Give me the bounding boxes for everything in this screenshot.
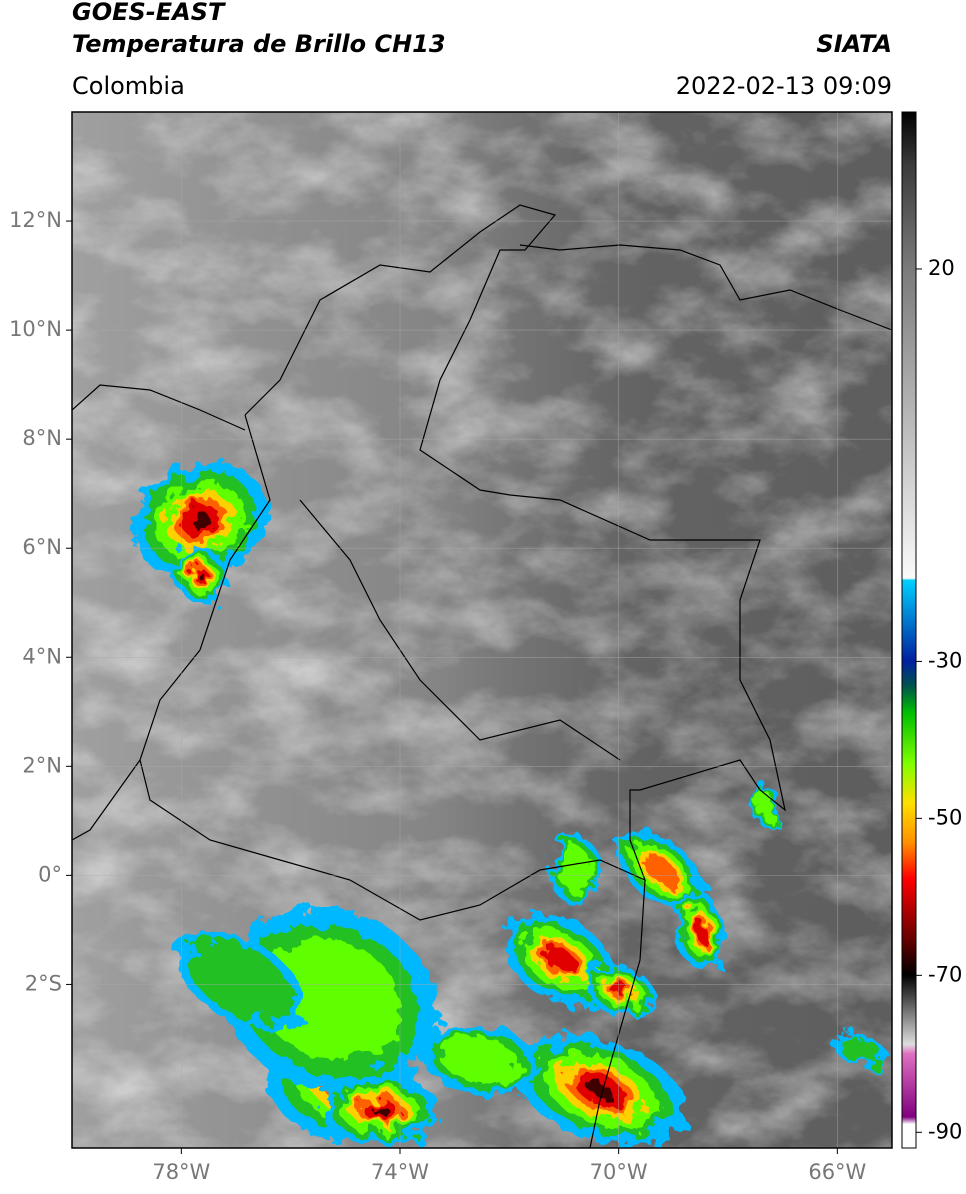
y-tick-label: 12°N <box>9 208 62 232</box>
storm-cell <box>196 570 204 580</box>
brazil-border <box>589 879 646 1148</box>
x-tick-label: 74°W <box>371 1160 429 1184</box>
colorbar-label: -90 <box>928 1119 962 1143</box>
storm-cell <box>610 982 630 998</box>
x-tick-label: 70°W <box>590 1160 648 1184</box>
storm-cell <box>187 939 293 1021</box>
storm-cell <box>643 854 677 886</box>
colorbar <box>901 111 917 1149</box>
internal-border <box>299 499 621 761</box>
storm-cell <box>558 846 592 894</box>
borders <box>72 204 892 1148</box>
y-tick-label: 8°N <box>22 426 62 450</box>
map-frame <box>71 111 893 1149</box>
colorbar-label: -30 <box>928 648 962 672</box>
source: SIATA <box>816 30 892 58</box>
y-tick-label: 0° <box>38 862 62 886</box>
storm-cell <box>258 938 402 1062</box>
storm-cell <box>440 1036 520 1084</box>
datetime: 2022-02-13 09:09 <box>676 72 892 100</box>
storm-cell <box>755 791 775 819</box>
storms <box>131 463 889 1147</box>
coast-venezuela <box>519 244 892 331</box>
storm-cell <box>692 918 708 942</box>
colorbar-label: -50 <box>928 805 962 829</box>
colorbar-label: -70 <box>928 962 962 986</box>
subtitle: Temperatura de Brillo CH13 <box>72 30 446 58</box>
y-tick-label: 4°N <box>22 644 62 668</box>
y-tick-label: 2°N <box>22 753 62 777</box>
storm-cell <box>587 1082 613 1098</box>
y-tick-label: 10°N <box>9 317 62 341</box>
panama-coast <box>72 384 246 431</box>
storm-cell <box>371 1105 389 1115</box>
y-tick-label: 2°S <box>25 971 62 995</box>
satellite-image <box>72 112 892 1148</box>
x-tick-label: 66°W <box>808 1160 866 1184</box>
y-tick-label: 6°N <box>22 535 62 559</box>
x-tick-label: 78°W <box>152 1160 210 1184</box>
storm-cell <box>190 512 210 528</box>
storm-cell <box>544 947 576 973</box>
region: Colombia <box>72 72 185 100</box>
colombia-border <box>139 204 786 921</box>
colorbar-label: 20 <box>928 256 955 280</box>
grid <box>72 112 892 1148</box>
title: GOES-EAST <box>72 0 226 26</box>
storm-cell <box>836 1035 884 1065</box>
peru-ecuador-border <box>72 759 141 841</box>
